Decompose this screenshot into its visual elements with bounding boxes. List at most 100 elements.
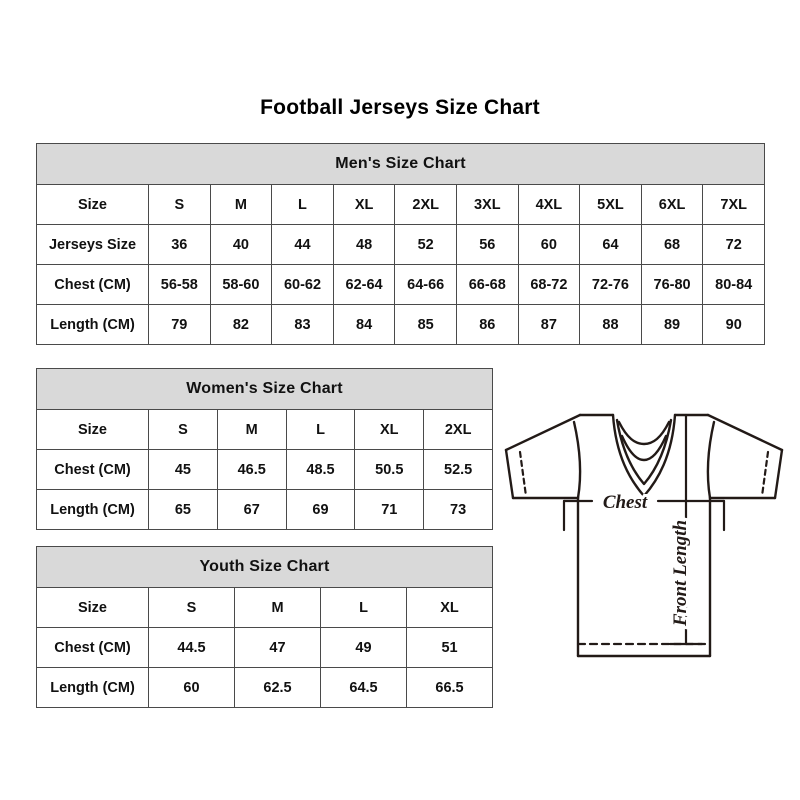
mens-data-cell: 90 <box>702 304 766 345</box>
womens-data-cell: 69 <box>285 489 356 530</box>
mens-size-cell: M <box>209 184 273 225</box>
mens-size-cell: 3XL <box>455 184 519 225</box>
table-row: Jerseys Size 36 40 44 48 52 56 60 64 68 … <box>36 224 766 265</box>
womens-data-cell: 52.5 <box>423 449 494 490</box>
mens-data-cell: 40 <box>209 224 273 265</box>
mens-data-cell: 72 <box>702 224 766 265</box>
mens-data-cell: 80-84 <box>702 264 766 305</box>
mens-data-cell: 87 <box>517 304 581 345</box>
mens-data-cell: 68-72 <box>517 264 581 305</box>
table-row: Men's Size Chart <box>35 143 766 185</box>
womens-data-cell: 45 <box>148 449 218 490</box>
mens-data-cell: 36 <box>148 224 211 265</box>
womens-data-cell: 73 <box>423 489 494 530</box>
youth-size-table: Youth Size Chart Size S M L XL Chest (CM… <box>35 546 494 708</box>
youth-row-label: Chest (CM) <box>36 627 149 668</box>
youth-size-cell: XL <box>405 587 494 628</box>
right-cuff-stitch-dashed <box>760 450 770 498</box>
mens-data-cell: 88 <box>579 304 642 345</box>
youth-table-banner: Youth Size Chart <box>35 546 494 588</box>
mens-data-cell: 72-76 <box>579 264 642 305</box>
table-row: Length (CM) 79 82 83 84 85 86 87 88 89 9… <box>36 304 766 345</box>
womens-data-cell: 50.5 <box>354 449 425 490</box>
table-row: Chest (CM) 44.5 47 49 51 <box>36 627 494 668</box>
table-row: Length (CM) 65 67 69 71 73 <box>36 489 494 530</box>
mens-data-cell: 66-68 <box>455 264 519 305</box>
mens-size-cell: L <box>271 184 334 225</box>
youth-data-cell: 49 <box>320 627 407 668</box>
v-neck-rib-2 <box>617 420 671 446</box>
left-cuff-stitch-dashed <box>518 450 528 498</box>
womens-size-cell: XL <box>354 409 425 450</box>
womens-size-table: Women's Size Chart Size S M L XL 2XL Che… <box>35 368 494 530</box>
youth-data-cell: 64.5 <box>320 667 407 708</box>
mens-data-cell: 58-60 <box>209 264 273 305</box>
left-sleeve-cuff-edge <box>504 448 515 500</box>
mens-data-cell: 52 <box>394 224 457 265</box>
mens-size-cell: 7XL <box>702 184 766 225</box>
left-armhole-curve <box>572 420 582 500</box>
jersey-svg: Chest Front Length <box>504 413 784 658</box>
mens-data-cell: 76-80 <box>640 264 704 305</box>
table-row: Chest (CM) 56-58 58-60 60-62 62-64 64-66… <box>36 264 766 305</box>
mens-size-table: Men's Size Chart Size S M L XL 2XL 3XL 4… <box>35 143 766 345</box>
youth-size-cell: S <box>148 587 235 628</box>
mens-row-label: Chest (CM) <box>36 264 149 305</box>
table-row: Youth Size Chart <box>35 546 494 588</box>
mens-data-cell: 85 <box>394 304 457 345</box>
womens-table-banner: Women's Size Chart <box>35 368 494 410</box>
mens-size-cell: S <box>148 184 211 225</box>
womens-size-cell: 2XL <box>423 409 494 450</box>
table-row: Size S M L XL 2XL 3XL 4XL 5XL 6XL 7XL <box>36 184 766 225</box>
mens-data-cell: 84 <box>332 304 396 345</box>
mens-size-cell: 6XL <box>640 184 704 225</box>
mens-data-cell: 64 <box>579 224 642 265</box>
mens-table-banner: Men's Size Chart <box>35 143 766 185</box>
youth-data-cell: 51 <box>405 627 494 668</box>
table-row: Size S M L XL <box>36 587 494 628</box>
chest-label: Chest <box>603 492 648 513</box>
jersey-measurement-diagram: Chest Front Length <box>498 398 788 678</box>
mens-data-cell: 68 <box>640 224 704 265</box>
v-neck-outer <box>611 413 677 498</box>
table-row: Chest (CM) 45 46.5 48.5 50.5 52.5 <box>36 449 494 490</box>
youth-size-cell: L <box>320 587 407 628</box>
right-armhole-curve <box>706 420 716 500</box>
mens-data-cell: 79 <box>148 304 211 345</box>
table-row: Women's Size Chart <box>35 368 494 410</box>
mens-size-cell: 2XL <box>394 184 457 225</box>
womens-data-cell: 48.5 <box>285 449 356 490</box>
mens-data-cell: 86 <box>455 304 519 345</box>
page-title: Football Jerseys Size Chart <box>260 96 540 119</box>
youth-size-cell: M <box>234 587 321 628</box>
front-length-label: Front Length <box>670 520 691 627</box>
mens-data-cell: 44 <box>271 224 334 265</box>
mens-size-cell: XL <box>332 184 396 225</box>
mens-row-label: Jerseys Size <box>36 224 149 265</box>
mens-data-cell: 64-66 <box>394 264 457 305</box>
youth-data-cell: 60 <box>148 667 235 708</box>
womens-data-cell: 67 <box>216 489 287 530</box>
youth-data-cell: 66.5 <box>405 667 494 708</box>
mens-data-cell: 60 <box>517 224 581 265</box>
womens-size-cell: M <box>216 409 287 450</box>
mens-data-cell: 56-58 <box>148 264 211 305</box>
mens-data-cell: 48 <box>332 224 396 265</box>
womens-size-cell: S <box>148 409 218 450</box>
youth-data-cell: 44.5 <box>148 627 235 668</box>
mens-data-cell: 56 <box>455 224 519 265</box>
mens-row-header-size: Size <box>36 184 149 225</box>
womens-size-cell: L <box>285 409 356 450</box>
left-shoulder-line <box>504 413 582 452</box>
womens-row-header-size: Size <box>36 409 149 450</box>
mens-row-label: Length (CM) <box>36 304 149 345</box>
v-neck-rib-3 <box>620 434 668 462</box>
v-neck-rib-1 <box>615 418 673 486</box>
mens-size-cell: 5XL <box>579 184 642 225</box>
womens-data-cell: 71 <box>354 489 425 530</box>
mens-data-cell: 62-64 <box>332 264 396 305</box>
womens-data-cell: 65 <box>148 489 218 530</box>
youth-data-cell: 47 <box>234 627 321 668</box>
mens-data-cell: 89 <box>640 304 704 345</box>
womens-data-cell: 46.5 <box>216 449 287 490</box>
